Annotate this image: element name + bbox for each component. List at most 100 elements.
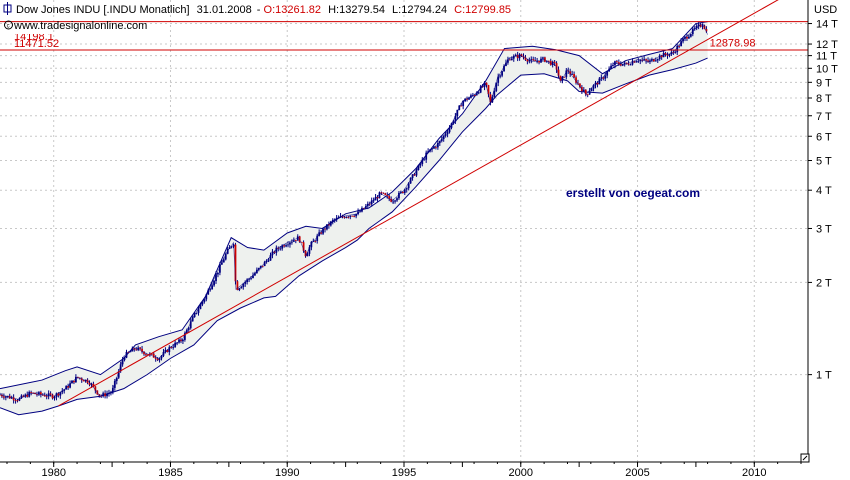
candle-body (32, 392, 34, 394)
candle-body (666, 54, 669, 56)
candle-body (701, 25, 704, 27)
candle-body (187, 328, 190, 330)
candle-body (45, 396, 48, 398)
candle-body (150, 353, 153, 355)
source-label: www.tradesignalonline.com (13, 20, 147, 32)
candle-body (378, 192, 381, 199)
svg-text:Dow Jones INDU [.INDU Monatli: Dow Jones INDU [.INDU Monatlich] 31.01.2… (16, 4, 511, 16)
candle-body (73, 380, 75, 383)
candle-body (343, 217, 346, 218)
candle-body (670, 52, 673, 54)
candle-body (183, 333, 186, 340)
candle-body (573, 73, 575, 78)
candle-body (152, 353, 155, 358)
candle-body (275, 247, 278, 253)
x-tick-label: 2010 (742, 467, 766, 479)
candle-body (565, 70, 568, 78)
candle-body (413, 174, 416, 176)
candle-body (532, 59, 535, 61)
candle-body (507, 59, 509, 63)
candle-body (664, 53, 667, 55)
candle-body (139, 347, 142, 349)
candle-body (224, 253, 227, 260)
header-date: 31.01.2008 (197, 4, 252, 16)
candle-body (678, 45, 681, 47)
candle-body (287, 244, 289, 246)
resize-grip-icon[interactable] (800, 453, 810, 463)
candle-body (386, 194, 389, 196)
candle-body (318, 232, 321, 236)
candle-body (403, 189, 406, 194)
candle-body (250, 278, 252, 279)
candle-body (407, 183, 410, 189)
candle-body (182, 339, 184, 342)
y-axis-unit: USD (814, 4, 837, 16)
candle-body (67, 386, 70, 388)
candle-body (676, 45, 679, 53)
candle-body (61, 390, 64, 393)
candle-body (508, 59, 511, 61)
candle-body (43, 395, 46, 397)
chart-header: Dow Jones INDU [.INDU Monatlich] 31.01.2… (3, 2, 511, 43)
candle-body (201, 301, 204, 305)
y-tick-label: 10 T (816, 63, 838, 75)
candle-body (125, 351, 128, 358)
bollinger-band-fill (0, 21, 708, 415)
candle-body (524, 57, 527, 60)
candle-body (326, 224, 328, 230)
candle-body (269, 255, 272, 261)
candle-body (304, 250, 307, 257)
candle-body (209, 289, 212, 291)
candle-body (374, 197, 377, 201)
candle-body (166, 349, 169, 353)
candle-body (189, 321, 192, 329)
candle-body (495, 82, 498, 91)
candle-body (131, 348, 134, 352)
candle-body (473, 95, 476, 96)
candle-body (619, 64, 622, 66)
candle-body (440, 138, 443, 142)
candle-body (388, 195, 391, 199)
candle-body (553, 61, 556, 64)
level-label: 11471.52 (14, 38, 59, 50)
candle-body (289, 242, 291, 245)
candle-body (705, 29, 708, 32)
y-tick-label: 3 T (816, 223, 832, 235)
candle-body (571, 73, 574, 75)
candle-body (688, 36, 690, 39)
candle-body (49, 393, 52, 395)
candle-body (382, 192, 385, 194)
candle-body (215, 274, 217, 282)
candle-body (219, 264, 221, 273)
candle-body (545, 60, 548, 62)
candle-body (396, 198, 398, 201)
candle-body (586, 94, 589, 96)
y-tick-label: 14 T (816, 19, 838, 31)
candle-body (88, 382, 91, 385)
candle-body (102, 393, 105, 397)
candle-body (390, 198, 393, 202)
candle-body (596, 82, 599, 85)
candle-body (14, 400, 17, 402)
candle-body (244, 282, 247, 284)
x-tick-label: 1990 (275, 467, 299, 479)
candle-body (584, 89, 587, 95)
candle-body (273, 251, 276, 253)
candle-body (143, 351, 145, 355)
candle-body (353, 216, 356, 217)
author-annotation: erstellt von oegeat.com (566, 186, 700, 200)
candle-body (199, 304, 202, 310)
candle-body (141, 348, 143, 352)
header-low: L:12794.24 (392, 4, 447, 16)
upper-band-line (0, 21, 708, 390)
candle-body (220, 262, 223, 265)
candle-body (263, 261, 266, 267)
candle-body (652, 59, 655, 62)
candle-body (497, 76, 500, 83)
candle-body (384, 193, 387, 195)
clipped-level-label: 14198.1 (14, 31, 54, 43)
candle-body (538, 60, 540, 63)
candle-body (248, 278, 250, 280)
